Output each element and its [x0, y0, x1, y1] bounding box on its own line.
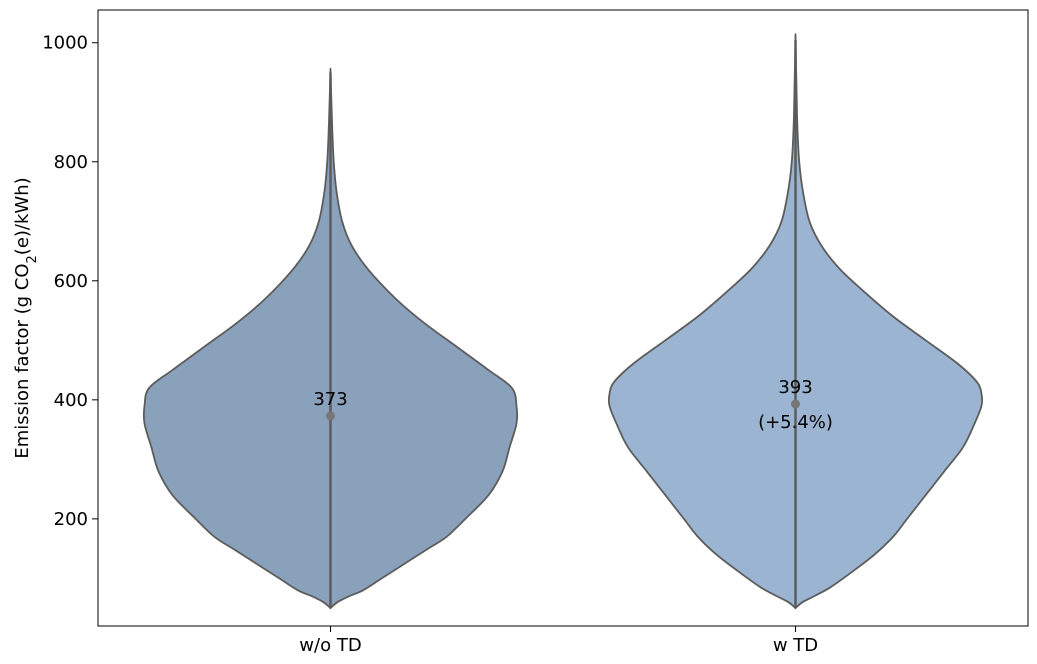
median-label: 393: [778, 377, 812, 398]
median-point: [326, 411, 335, 421]
y-tick-label: 800: [54, 152, 88, 173]
y-axis-title-subscript: 2: [25, 255, 40, 263]
change-label: (+5.4%): [758, 412, 833, 433]
y-tick-label: 200: [54, 509, 88, 530]
y-tick-label: 400: [54, 390, 88, 411]
x-tick-label: w TD: [773, 635, 818, 656]
violin-group: [142, 33, 984, 610]
median-group: [326, 399, 800, 421]
median-point: [791, 399, 800, 409]
x-axis: w/o TD w TD: [299, 626, 818, 656]
y-tick-label: 600: [54, 271, 88, 292]
median-label: 373: [313, 389, 347, 410]
x-tick-label: w/o TD: [299, 635, 361, 656]
plot-frame: [97, 9, 1029, 627]
annotation-group: 373 393 (+5.4%): [313, 377, 833, 433]
y-tick-label: 1000: [42, 33, 88, 54]
y-axis-title-part1: Emission factor (g CO: [12, 263, 33, 458]
y-axis-title-part2: (e)/kWh): [12, 177, 33, 255]
y-axis-title: Emission factor (g CO2(e)/kWh): [12, 177, 40, 458]
y-axis: 200 400 600 800 1000: [42, 33, 98, 530]
